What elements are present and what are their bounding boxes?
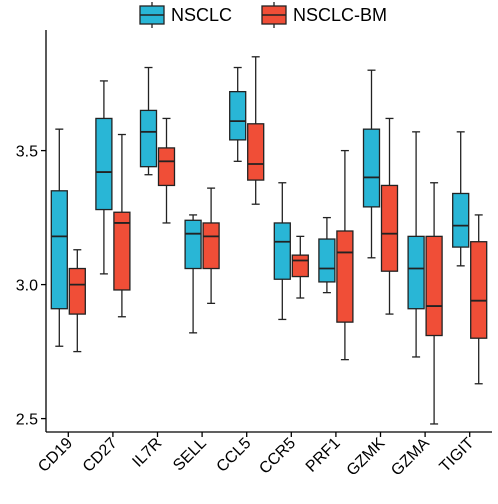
box-group	[157, 117, 176, 224]
box	[291, 254, 309, 278]
box-group	[407, 131, 425, 358]
box-group	[470, 214, 488, 385]
x-tick-label: CCL5	[214, 435, 255, 476]
legend-item: NSCLC	[139, 2, 232, 28]
box	[425, 235, 443, 337]
box-group	[68, 249, 86, 353]
box-group	[291, 235, 309, 299]
box	[95, 117, 113, 211]
box-group	[139, 66, 158, 176]
box-group	[202, 187, 220, 305]
plot-area	[50, 56, 488, 425]
x-tick-label: GZMA	[388, 435, 433, 480]
x-tick-label: SELL	[170, 435, 210, 475]
x-tick-label: CCR5	[256, 435, 299, 478]
box-group	[452, 131, 470, 267]
y-tick-label: 2.5	[16, 412, 38, 429]
box-group	[247, 56, 265, 205]
box-group	[425, 182, 443, 425]
box-group	[229, 66, 247, 162]
box	[229, 90, 247, 141]
box-group	[362, 69, 381, 259]
box	[68, 267, 86, 315]
box	[318, 238, 336, 283]
box-group	[113, 133, 131, 318]
box	[202, 222, 220, 270]
box-group	[336, 149, 354, 361]
legend-label: NSCLC	[171, 5, 232, 25]
legend-item: NSCLC-BM	[261, 2, 387, 28]
x-tick-label: PRF1	[303, 435, 344, 476]
legend: NSCLC NSCLC-BM	[139, 2, 387, 28]
x-tick-label: TIGIT	[437, 435, 478, 476]
x-tick-label: CD19	[35, 435, 76, 476]
box	[380, 184, 399, 272]
box-group	[380, 117, 399, 315]
x-tick-label: GZMK	[344, 435, 389, 480]
box	[407, 235, 425, 310]
box	[247, 123, 265, 181]
box-group	[273, 182, 291, 321]
box	[362, 128, 381, 208]
box-group	[95, 80, 113, 275]
legend-label: NSCLC-BM	[293, 5, 387, 25]
y-tick-label: 3.5	[16, 144, 38, 161]
box-group	[50, 128, 68, 347]
box	[470, 241, 488, 339]
box	[336, 230, 354, 323]
box-group	[318, 216, 336, 294]
y-tick-label: 3.0	[16, 278, 38, 295]
x-tick-label: IL7R	[129, 435, 165, 471]
box	[50, 190, 68, 310]
box	[157, 147, 176, 187]
box	[113, 211, 131, 291]
box	[273, 222, 291, 280]
box	[139, 109, 158, 168]
box-group	[184, 214, 202, 334]
box	[184, 219, 202, 270]
x-tick-label: CD27	[80, 435, 121, 476]
box	[452, 192, 470, 248]
